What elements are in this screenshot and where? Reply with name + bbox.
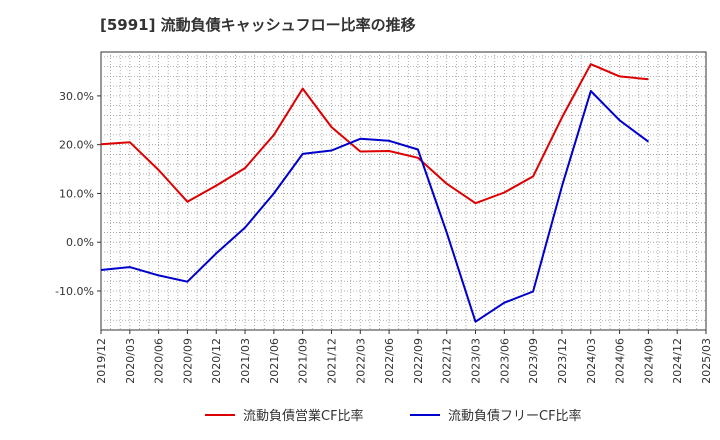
x-tick-label: 2020/12 [210, 338, 223, 384]
y-tick-label: -10.0% [55, 285, 94, 298]
y-axis: -10.0% 0.0% 10.0% 20.0% 30.0% [55, 90, 101, 298]
x-tick-label: 2020/09 [181, 338, 194, 384]
series-line-1 [100, 63, 649, 205]
x-tick-label: 2022/06 [383, 338, 396, 384]
series-lines [100, 63, 649, 323]
y-tick-label: 30.0% [59, 90, 94, 103]
legend: 流動負債営業CF比率 流動負債フリーCF比率 [205, 408, 582, 424]
x-tick-label: 2024/06 [614, 338, 627, 384]
x-tick-label: 2021/12 [325, 338, 338, 384]
legend-label-2: 流動負債フリーCF比率 [448, 408, 582, 424]
x-tick-label: 2021/06 [268, 338, 281, 384]
x-tick-label: 2024/03 [585, 338, 598, 384]
y-tick-label: 0.0% [66, 236, 94, 249]
x-tick-label: 2019/12 [95, 338, 108, 384]
x-tick-label: 2021/09 [297, 338, 310, 384]
x-tick-label: 2020/06 [153, 338, 166, 384]
plot-border [100, 51, 707, 331]
x-tick-label: 2024/09 [642, 338, 655, 384]
x-tick-label: 2022/12 [441, 338, 454, 384]
x-tick-label: 2023/03 [470, 338, 483, 384]
x-tick-label: 2021/03 [239, 338, 252, 384]
x-tick-label: 2022/09 [412, 338, 425, 384]
x-tick-label: 2022/03 [354, 338, 367, 384]
legend-label-1: 流動負債営業CF比率 [243, 408, 364, 424]
plot-area [100, 51, 707, 331]
x-tick-label: 2023/12 [556, 338, 569, 384]
chart-title: [5991] 流動負債キャッシュフロー比率の推移 [100, 16, 416, 34]
x-tick-label: 2025/03 [700, 338, 713, 384]
y-tick-label: 10.0% [59, 187, 94, 200]
x-tick-label: 2024/12 [671, 338, 684, 384]
y-tick-label: 20.0% [59, 139, 94, 152]
x-tick-label: 2023/06 [498, 338, 511, 384]
x-tick-label: 2020/03 [124, 338, 137, 384]
series-line-2 [100, 90, 649, 323]
x-axis: 2019/12 2020/03 2020/06 2020/09 2020/12 2021/… [95, 330, 713, 384]
x-tick-label: 2023/09 [527, 338, 540, 384]
